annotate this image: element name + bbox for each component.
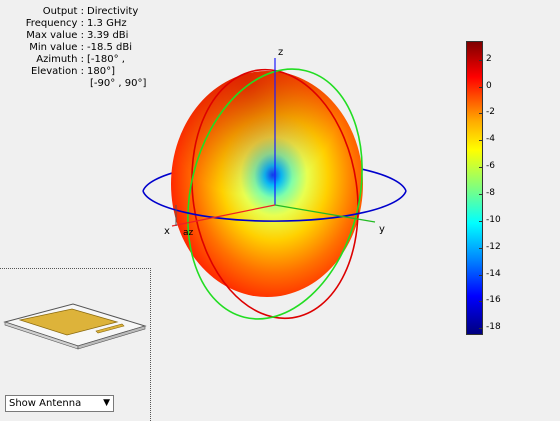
colorbar-tick-mark xyxy=(479,301,483,303)
colorbar-tick-label: -16 xyxy=(486,295,501,306)
info-value: -18.5 dBi xyxy=(87,42,133,53)
colorbar-tick-label: -6 xyxy=(486,161,495,172)
antenna-view-panel xyxy=(0,268,151,421)
info-row-min-value: Min value : -18.5 dBi xyxy=(0,42,146,54)
info-value: Directivity xyxy=(87,6,139,17)
colorbar-tick-label: -14 xyxy=(486,268,501,279)
colorbar-tick-mark xyxy=(479,86,483,88)
colorbar-tick-label: -8 xyxy=(486,187,495,198)
directivity-surface-shade xyxy=(171,71,363,297)
info-row-max-value: Max value : 3.39 dBi xyxy=(0,30,146,42)
show-antenna-dropdown[interactable]: Show Antenna ▼ xyxy=(5,395,114,412)
azimuth-ring-front xyxy=(142,190,407,222)
colorbar-gradient xyxy=(466,41,483,335)
info-key: Azimuth : xyxy=(36,54,84,65)
colorbar-tick-label: -10 xyxy=(486,214,501,225)
colorbar-tick-label: 2 xyxy=(486,53,492,64)
y-axis xyxy=(274,204,376,223)
colorbar-tick-mark xyxy=(479,220,483,222)
info-key: Min value : xyxy=(29,42,84,53)
chevron-down-icon[interactable]: ▼ xyxy=(103,398,110,408)
elevation-ring-red xyxy=(191,68,359,320)
colorbar-tick-label: 0 xyxy=(486,80,492,91)
colorbar-tick-mark xyxy=(479,274,483,276)
info-key: Output : xyxy=(42,6,84,17)
colorbar-tick-label: -18 xyxy=(486,322,501,333)
info-key: Max value : xyxy=(26,30,84,41)
x-axis-label: x xyxy=(164,226,170,237)
info-key: Elevation : xyxy=(31,66,84,77)
info-row-azimuth: Azimuth : [-180° , xyxy=(0,54,146,66)
colorbar-tick-mark xyxy=(479,113,483,115)
colorbar-tick-label: -4 xyxy=(486,134,495,145)
pattern-info-panel: Output : Directivity Frequency : 1.3 GHz… xyxy=(0,6,147,90)
info-row-output: Output : Directivity xyxy=(0,6,146,18)
antenna-thumbnail xyxy=(3,303,147,350)
info-value: 3.39 dBi xyxy=(87,30,129,41)
colorbar-tick-mark xyxy=(479,59,483,61)
colorbar-tick-label: -12 xyxy=(486,241,501,252)
azimuth-axis-label: az xyxy=(183,228,194,238)
y-axis-label: y xyxy=(379,224,385,235)
dropdown-selected-value: Show Antenna xyxy=(9,398,82,409)
colorbar-tick-label: -2 xyxy=(486,107,495,118)
info-value: 1.3 GHz xyxy=(87,18,127,29)
info-elevation-range: [-90° , 90°] xyxy=(90,78,147,89)
colorbar-tick-mark xyxy=(479,328,483,330)
colorbar-tick-mark xyxy=(479,247,483,249)
info-value: [-180° , xyxy=(87,54,125,65)
colorbar-tick-mark xyxy=(479,193,483,195)
info-row-elevation: Elevation : 180°] xyxy=(0,66,146,78)
info-row-frequency: Frequency : 1.3 GHz xyxy=(0,18,146,30)
z-axis-label: z xyxy=(278,47,283,58)
colorbar-tick-mark xyxy=(479,140,483,142)
x-axis xyxy=(171,204,276,227)
info-value: 180°] xyxy=(87,66,115,77)
colorbar-tick-mark xyxy=(479,167,483,169)
info-key: Frequency : xyxy=(25,18,84,29)
